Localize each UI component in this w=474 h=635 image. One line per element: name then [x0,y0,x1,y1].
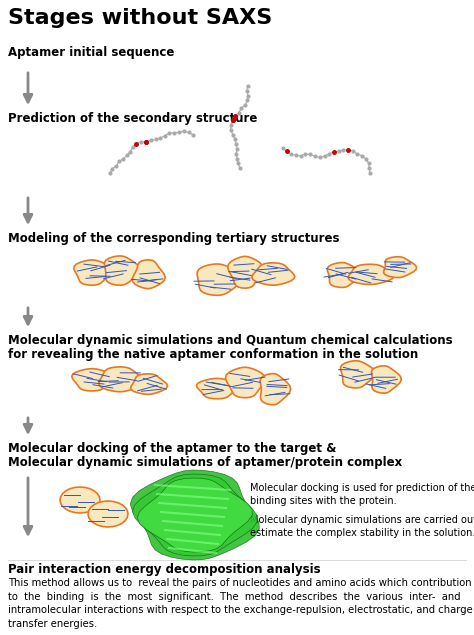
Text: Modeling of the corresponding tertiary structures: Modeling of the corresponding tertiary s… [8,232,339,245]
Polygon shape [327,262,360,288]
Text: Molecular docking of the aptamer to the target &: Molecular docking of the aptamer to the … [8,442,337,455]
Polygon shape [131,374,168,394]
Polygon shape [130,470,259,560]
Polygon shape [132,260,165,289]
Text: Molecular dynamic simulations are carried out to
estimate the complex stability : Molecular dynamic simulations are carrie… [250,515,474,538]
Polygon shape [197,378,238,399]
Text: Aptamer initial sequence: Aptamer initial sequence [8,46,174,59]
Polygon shape [228,257,263,288]
Polygon shape [371,366,401,393]
Text: Molecular dynamic simulations and Quantum chemical calculations: Molecular dynamic simulations and Quantu… [8,334,453,347]
Text: Molecular dynamic simulations of aptamer/protein complex: Molecular dynamic simulations of aptamer… [8,456,402,469]
Text: Pair interaction energy decomposition analysis: Pair interaction energy decomposition an… [8,563,320,576]
Polygon shape [88,501,128,527]
Polygon shape [260,373,291,405]
Polygon shape [252,263,295,285]
Polygon shape [197,264,241,295]
Polygon shape [132,474,257,556]
Polygon shape [72,369,113,391]
Text: for revealing the native aptamer conformation in the solution: for revealing the native aptamer conform… [8,348,418,361]
Text: Stages without SAXS: Stages without SAXS [8,8,272,28]
Polygon shape [348,264,394,284]
Polygon shape [137,478,252,552]
Text: This method allows us to  reveal the pairs of nucleotides and amino acids which : This method allows us to reveal the pair… [8,578,473,629]
Text: Prediction of the secondary structure: Prediction of the secondary structure [8,112,257,125]
Polygon shape [226,367,265,398]
Polygon shape [60,487,100,513]
Polygon shape [74,260,112,285]
Text: Molecular docking is used for prediction of the
binding sites with the protein.: Molecular docking is used for prediction… [250,483,474,506]
Polygon shape [99,367,144,392]
Polygon shape [383,257,417,277]
Polygon shape [340,361,375,388]
Polygon shape [104,256,140,285]
